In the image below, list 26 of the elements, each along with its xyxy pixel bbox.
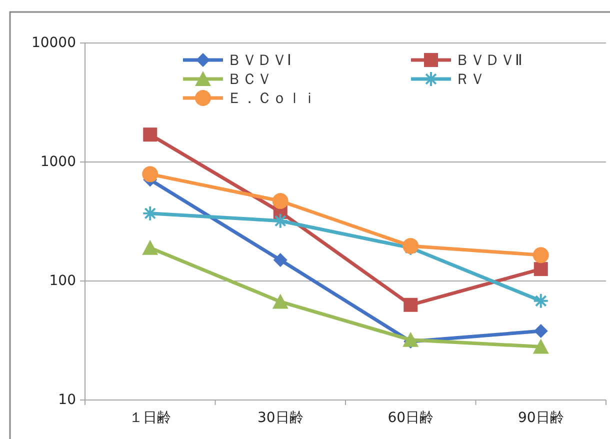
point	[532, 338, 549, 354]
point	[534, 262, 548, 276]
point	[404, 298, 418, 312]
legend-label: ＢＶＤＶⅡ	[455, 51, 522, 69]
legend-label: ＲＶ	[455, 70, 485, 88]
point	[532, 247, 549, 264]
y-tick-label: 100	[49, 273, 76, 289]
legend-label: ＢＶＤＶⅠ	[227, 51, 292, 69]
x-tick-label: １日齢	[129, 410, 172, 426]
legend-label: Ｅ．Ｃｏｌｉ	[227, 89, 317, 107]
x-tick-label: 30日齢	[257, 410, 304, 426]
point	[272, 294, 288, 309]
point	[534, 324, 548, 338]
point	[142, 240, 158, 255]
x-tick-label: 60日齢	[388, 410, 434, 426]
y-tick-label: 10000	[31, 35, 76, 51]
legend-label: ＢＣＶ	[227, 70, 272, 88]
y-tick-label: 10	[58, 392, 76, 408]
point	[142, 166, 158, 182]
x-tick-label: 90日齢	[518, 410, 564, 426]
y-tick-label: 1000	[40, 154, 76, 170]
point	[143, 128, 158, 142]
point	[272, 193, 288, 210]
point	[532, 292, 549, 309]
point	[273, 253, 288, 268]
point	[402, 332, 419, 347]
